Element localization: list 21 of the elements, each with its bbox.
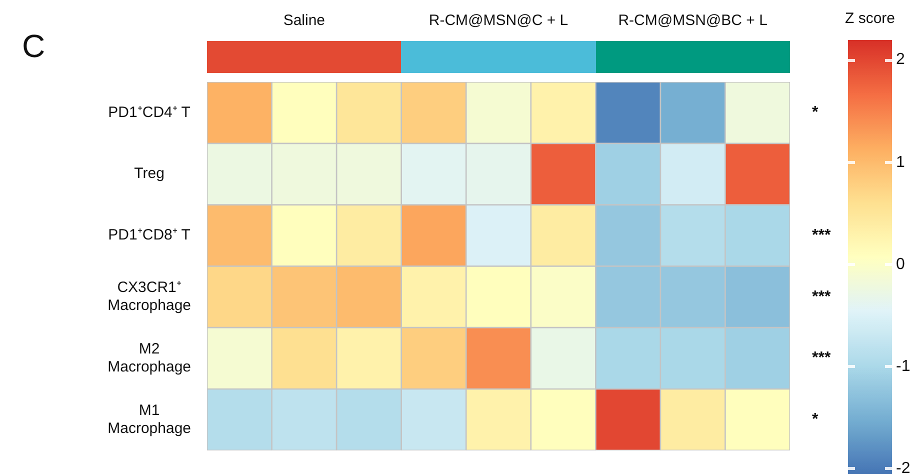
color-bar-title: Z score [844,10,896,27]
color-bar-label: -2 [896,460,910,474]
y-tick-label: M2 Macrophage [108,340,191,376]
y2-tick-label: *** [812,350,832,367]
y2-tick-label: * [812,411,819,428]
y-tick-label: PD1⁺CD4⁺ T [108,104,190,121]
y-tick-label: PD1⁺CD8⁺ T [108,226,190,244]
color-bar-label: 2 [896,51,905,70]
text: R-CM@MSN@C + L [428,12,570,29]
y2-tick-label: *** [812,288,832,306]
y2-tick-label: * [812,104,819,122]
y-tick-label: Treg [134,165,164,182]
y-tick-label: CX3CR1⁺ Macrophage [108,279,191,314]
text: Saline [282,12,326,29]
text: C [22,28,46,65]
color-bar-label: -1 [896,358,910,376]
text: R-CM@MSN@BC + L [617,12,768,29]
y-tick-label: M1 Macrophage [108,402,191,437]
color-bar-label: 1 [896,154,905,172]
color-bar-label: 0 [896,256,905,274]
y2-tick-label: *** [812,226,832,244]
